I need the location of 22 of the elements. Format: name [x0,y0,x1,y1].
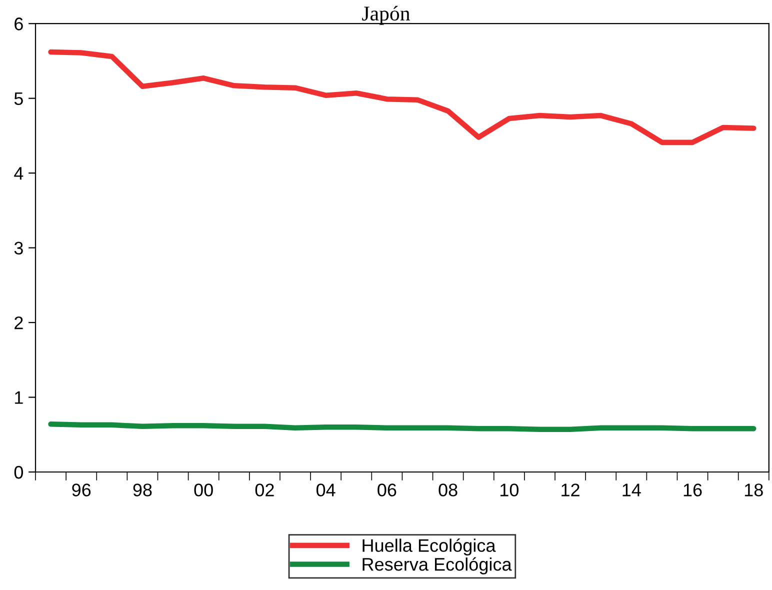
x-tick-label: 14 [622,484,641,496]
x-tick-label: 04 [316,484,336,496]
y-tick-label: 2 [14,316,23,330]
x-tick-label: 10 [500,484,519,496]
x-tick-label: 02 [255,484,274,496]
x-tick-label: 18 [744,484,763,496]
x-tick-label: 06 [378,484,396,496]
x-tick-label: 16 [684,484,702,496]
x-tick-label: 08 [438,484,458,496]
y-tick-label: 1 [15,391,23,404]
y-tick-label: 6 [14,18,23,30]
y-tick-label: 4 [14,167,24,180]
legend-label: Reserva Ecológica [362,557,512,574]
y-tick-label: 5 [14,92,23,106]
x-tick-label: 96 [72,484,91,496]
legend-label: Huella Ecológica [362,538,496,556]
x-tick-label: 00 [194,484,213,496]
x-tick-label: 98 [133,484,152,496]
y-tick-label: 0 [14,466,23,479]
y-tick-label: 3 [14,242,23,255]
x-tick-label: 12 [562,484,580,496]
chart-title: Japón [362,6,410,25]
